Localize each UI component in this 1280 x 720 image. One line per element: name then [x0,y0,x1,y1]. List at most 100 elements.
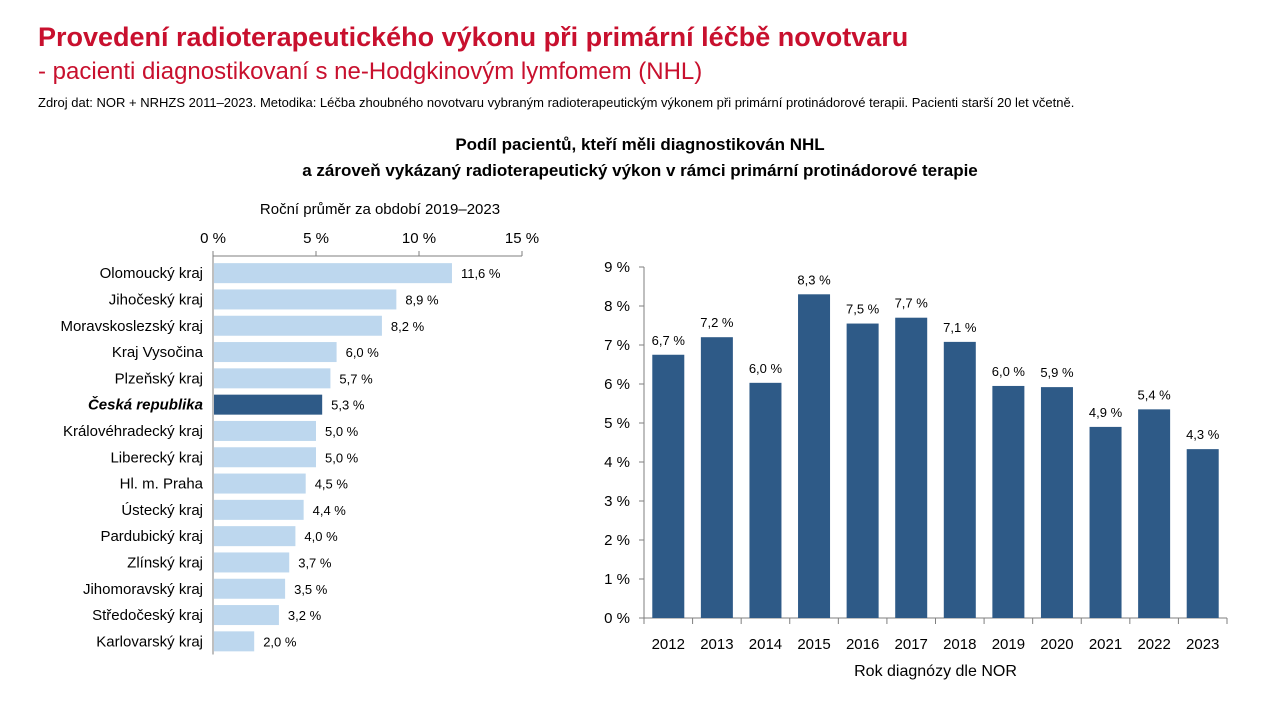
vbar-y-tick-label: 1 % [604,571,630,588]
hbar-chart-title: Roční průměr za období 2019–2023 [260,201,500,218]
vbar-x-tick-label: 2019 [992,636,1025,653]
data-source-note: Zdroj dat: NOR + NRHZS 2011–2023. Metodi… [38,95,1075,110]
hbar-bar [214,526,296,547]
hbar-value-label: 4,0 % [304,529,338,544]
vbar-x-tick-label: 2015 [797,636,830,653]
hbar-bar [214,394,323,415]
hbar-value-label: 8,2 % [391,319,425,334]
vbar-value-label: 8,3 % [797,272,831,287]
hbar-bar [214,289,397,310]
hbar-bar [214,473,306,494]
vbar-x-tick-label: 2022 [1137,636,1170,653]
hbar-value-label: 6,0 % [346,345,380,360]
vbar-y-tick-label: 7 % [604,337,630,354]
vbar-value-label: 7,1 % [943,320,977,335]
vbar-x-tick-label: 2017 [895,636,928,653]
vbar-x-tick-label: 2021 [1089,636,1122,653]
hbar-x-tick-label: 10 % [402,230,436,247]
vbar-x-axis-label: Rok diagnózy dle NOR [854,663,1017,680]
hbar-value-label: 5,0 % [325,450,359,465]
vbar-y-tick-label: 6 % [604,376,630,393]
hbar-category-label: Karlovarský kraj [96,633,203,650]
hbar-category-label: Jihočeský kraj [109,291,203,308]
page-subtitle: - pacienti diagnostikovaní s ne-Hodgkino… [38,58,703,85]
vbar-value-label: 6,7 % [652,333,686,348]
hbar-value-label: 5,3 % [331,398,365,413]
vbar-bar [943,341,976,618]
hbar-bar [214,631,255,652]
hbar-category-label: Moravskoslezský kraj [60,318,203,335]
hbar-bar [214,368,331,389]
vbar-x-tick-label: 2012 [652,636,685,653]
vbar-bar [700,337,733,618]
vbar-y-tick-label: 9 % [604,259,630,276]
vbar-bar [1138,409,1171,618]
vbar-y-tick-label: 3 % [604,493,630,510]
vbar-y-tick-label: 4 % [604,454,630,471]
hbar-x-tick-label: 5 % [303,230,329,247]
hbar-value-label: 3,2 % [288,608,322,623]
vbar-bar [1089,426,1122,618]
hbar-category-label: Středočeský kraj [92,607,203,624]
vbar-bar [749,382,782,618]
vbar-bar [846,323,879,618]
hbar-category-label: Královéhradecký kraj [63,423,203,440]
hbar-category-label: Jihomoravský kraj [83,581,203,598]
vbar-bar [992,385,1025,618]
hbar-category-label: Česká republika [88,396,203,414]
vbar-bar [798,294,831,618]
page-title: Provedení radioterapeutického výkonu při… [38,22,909,52]
hbar-category-label: Hl. m. Praha [120,476,204,493]
vbar-bar [895,317,928,618]
vbar-y-tick-label: 5 % [604,415,630,432]
hbar-bar [214,499,304,520]
chart-heading-line1: Podíl pacientů, kteří měli diagnostiková… [455,135,825,154]
hbar-category-label: Plzeňský kraj [115,370,203,387]
hbar-bar [214,342,337,363]
hbar-value-label: 5,0 % [325,424,359,439]
hbar-bar [214,263,452,284]
hbar-category-label: Pardubický kraj [100,528,203,545]
hbar-bar [214,420,316,441]
vbar-y-tick-label: 8 % [604,298,630,315]
vbar-x-tick-label: 2023 [1186,636,1219,653]
hbar-category-label: Kraj Vysočina [112,344,204,361]
vbar-value-label: 6,0 % [749,361,783,376]
hbar-value-label: 2,0 % [263,634,297,649]
vbar-value-label: 7,5 % [846,302,880,317]
vbar-bar [1040,387,1073,618]
vbar-y-tick-label: 0 % [604,610,630,627]
hbar-category-label: Liberecký kraj [110,449,203,466]
vbar-x-tick-label: 2018 [943,636,976,653]
vbar-x-tick-label: 2014 [749,636,782,653]
hbar-bar [214,552,290,573]
hbar-value-label: 4,4 % [313,503,347,518]
vbar-value-label: 7,2 % [700,315,734,330]
hbar-value-label: 3,5 % [294,582,328,597]
vbar-y-tick-label: 2 % [604,532,630,549]
hbar-bar [214,315,382,336]
vbar-bar [652,354,685,618]
vbar-x-tick-label: 2020 [1040,636,1073,653]
hbar-category-label: Olomoucký kraj [100,265,203,282]
hbar-bar [214,578,286,599]
vbar-value-label: 4,9 % [1089,405,1123,420]
hbar-value-label: 11,6 % [461,266,501,281]
hbar-x-tick-label: 0 % [200,230,226,247]
hbar-category-label: Ústecký kraj [121,502,203,519]
hbar-value-label: 8,9 % [405,292,439,307]
vbar-value-label: 7,7 % [895,296,929,311]
hbar-value-label: 5,7 % [339,371,373,386]
hbar-category-label: Zlínský kraj [127,554,203,571]
vbar-x-tick-label: 2016 [846,636,879,653]
vbar-bar [1186,449,1219,618]
hbar-bar [214,605,279,626]
vbar-value-label: 4,3 % [1186,427,1220,442]
chart-heading-line2: a zároveň vykázaný radioterapeutický výk… [302,161,978,180]
vbar-value-label: 5,9 % [1040,365,1074,380]
hbar-bar [214,447,316,468]
vbar-x-tick-label: 2013 [700,636,733,653]
hbar-x-tick-label: 15 % [505,230,539,247]
hbar-value-label: 3,7 % [298,555,332,570]
